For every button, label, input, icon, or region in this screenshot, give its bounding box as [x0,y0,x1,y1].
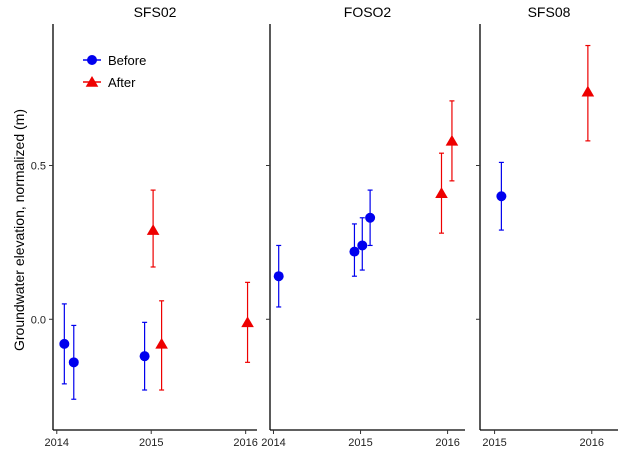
panel-title-foso2: FOSO2 [344,4,392,20]
point-after-sfs02-2 [241,316,254,328]
y-axis-title: Groundwater elevation, normalized (m) [11,109,27,351]
y-tick-label: 0.5 [31,160,46,172]
point-before-foso2-1 [349,246,360,257]
x-tick-label: 2016 [435,437,459,449]
x-tick-label: 2014 [45,437,69,449]
point-after-foso2-1 [445,134,459,146]
x-tick-label: 2016 [580,437,604,449]
point-after-sfs02-0 [146,224,160,235]
legend-marker-after [85,76,99,87]
point-before-sfs02-2 [139,351,150,362]
point-after-sfs02-1 [155,337,168,349]
point-after-sfs08-0 [581,85,595,97]
x-tick-label: 2015 [139,437,163,449]
x-tick-label: 2016 [233,437,257,449]
point-before-foso2-3 [365,212,376,223]
panel-title-sfs08: SFS08 [528,4,571,20]
point-after-foso2-0 [435,187,448,198]
point-before-sfs08-0 [496,191,507,202]
panel-foso2: FOSO2 2014 2015 2016 [261,4,465,449]
point-before-sfs02-0 [59,338,70,349]
panel-sfs08: SFS08 2015 2016 [476,4,618,449]
legend-marker-before [87,55,97,65]
point-before-sfs02-1 [68,357,79,368]
legend: Before After [83,53,146,90]
x-tick-label: 2014 [261,437,285,449]
y-tick-label: 0.0 [31,314,46,326]
point-before-foso2-2 [357,240,368,251]
legend-label-before: Before [108,53,146,68]
panels-layer: SFS02 2014 2015 2016 0.0 0.5 FOSO2 2014 2015 2016… [31,4,618,449]
x-tick-label: 2015 [348,437,372,449]
point-before-foso2-0 [273,271,284,282]
panel-title-sfs02: SFS02 [134,4,177,20]
x-tick-label: 2015 [482,437,506,449]
legend-entry-after: After [83,75,136,90]
legend-label-after: After [108,75,136,90]
panel-sfs02: SFS02 2014 2015 2016 0.0 0.5 [31,4,258,449]
legend-entry-before: Before [83,53,146,68]
